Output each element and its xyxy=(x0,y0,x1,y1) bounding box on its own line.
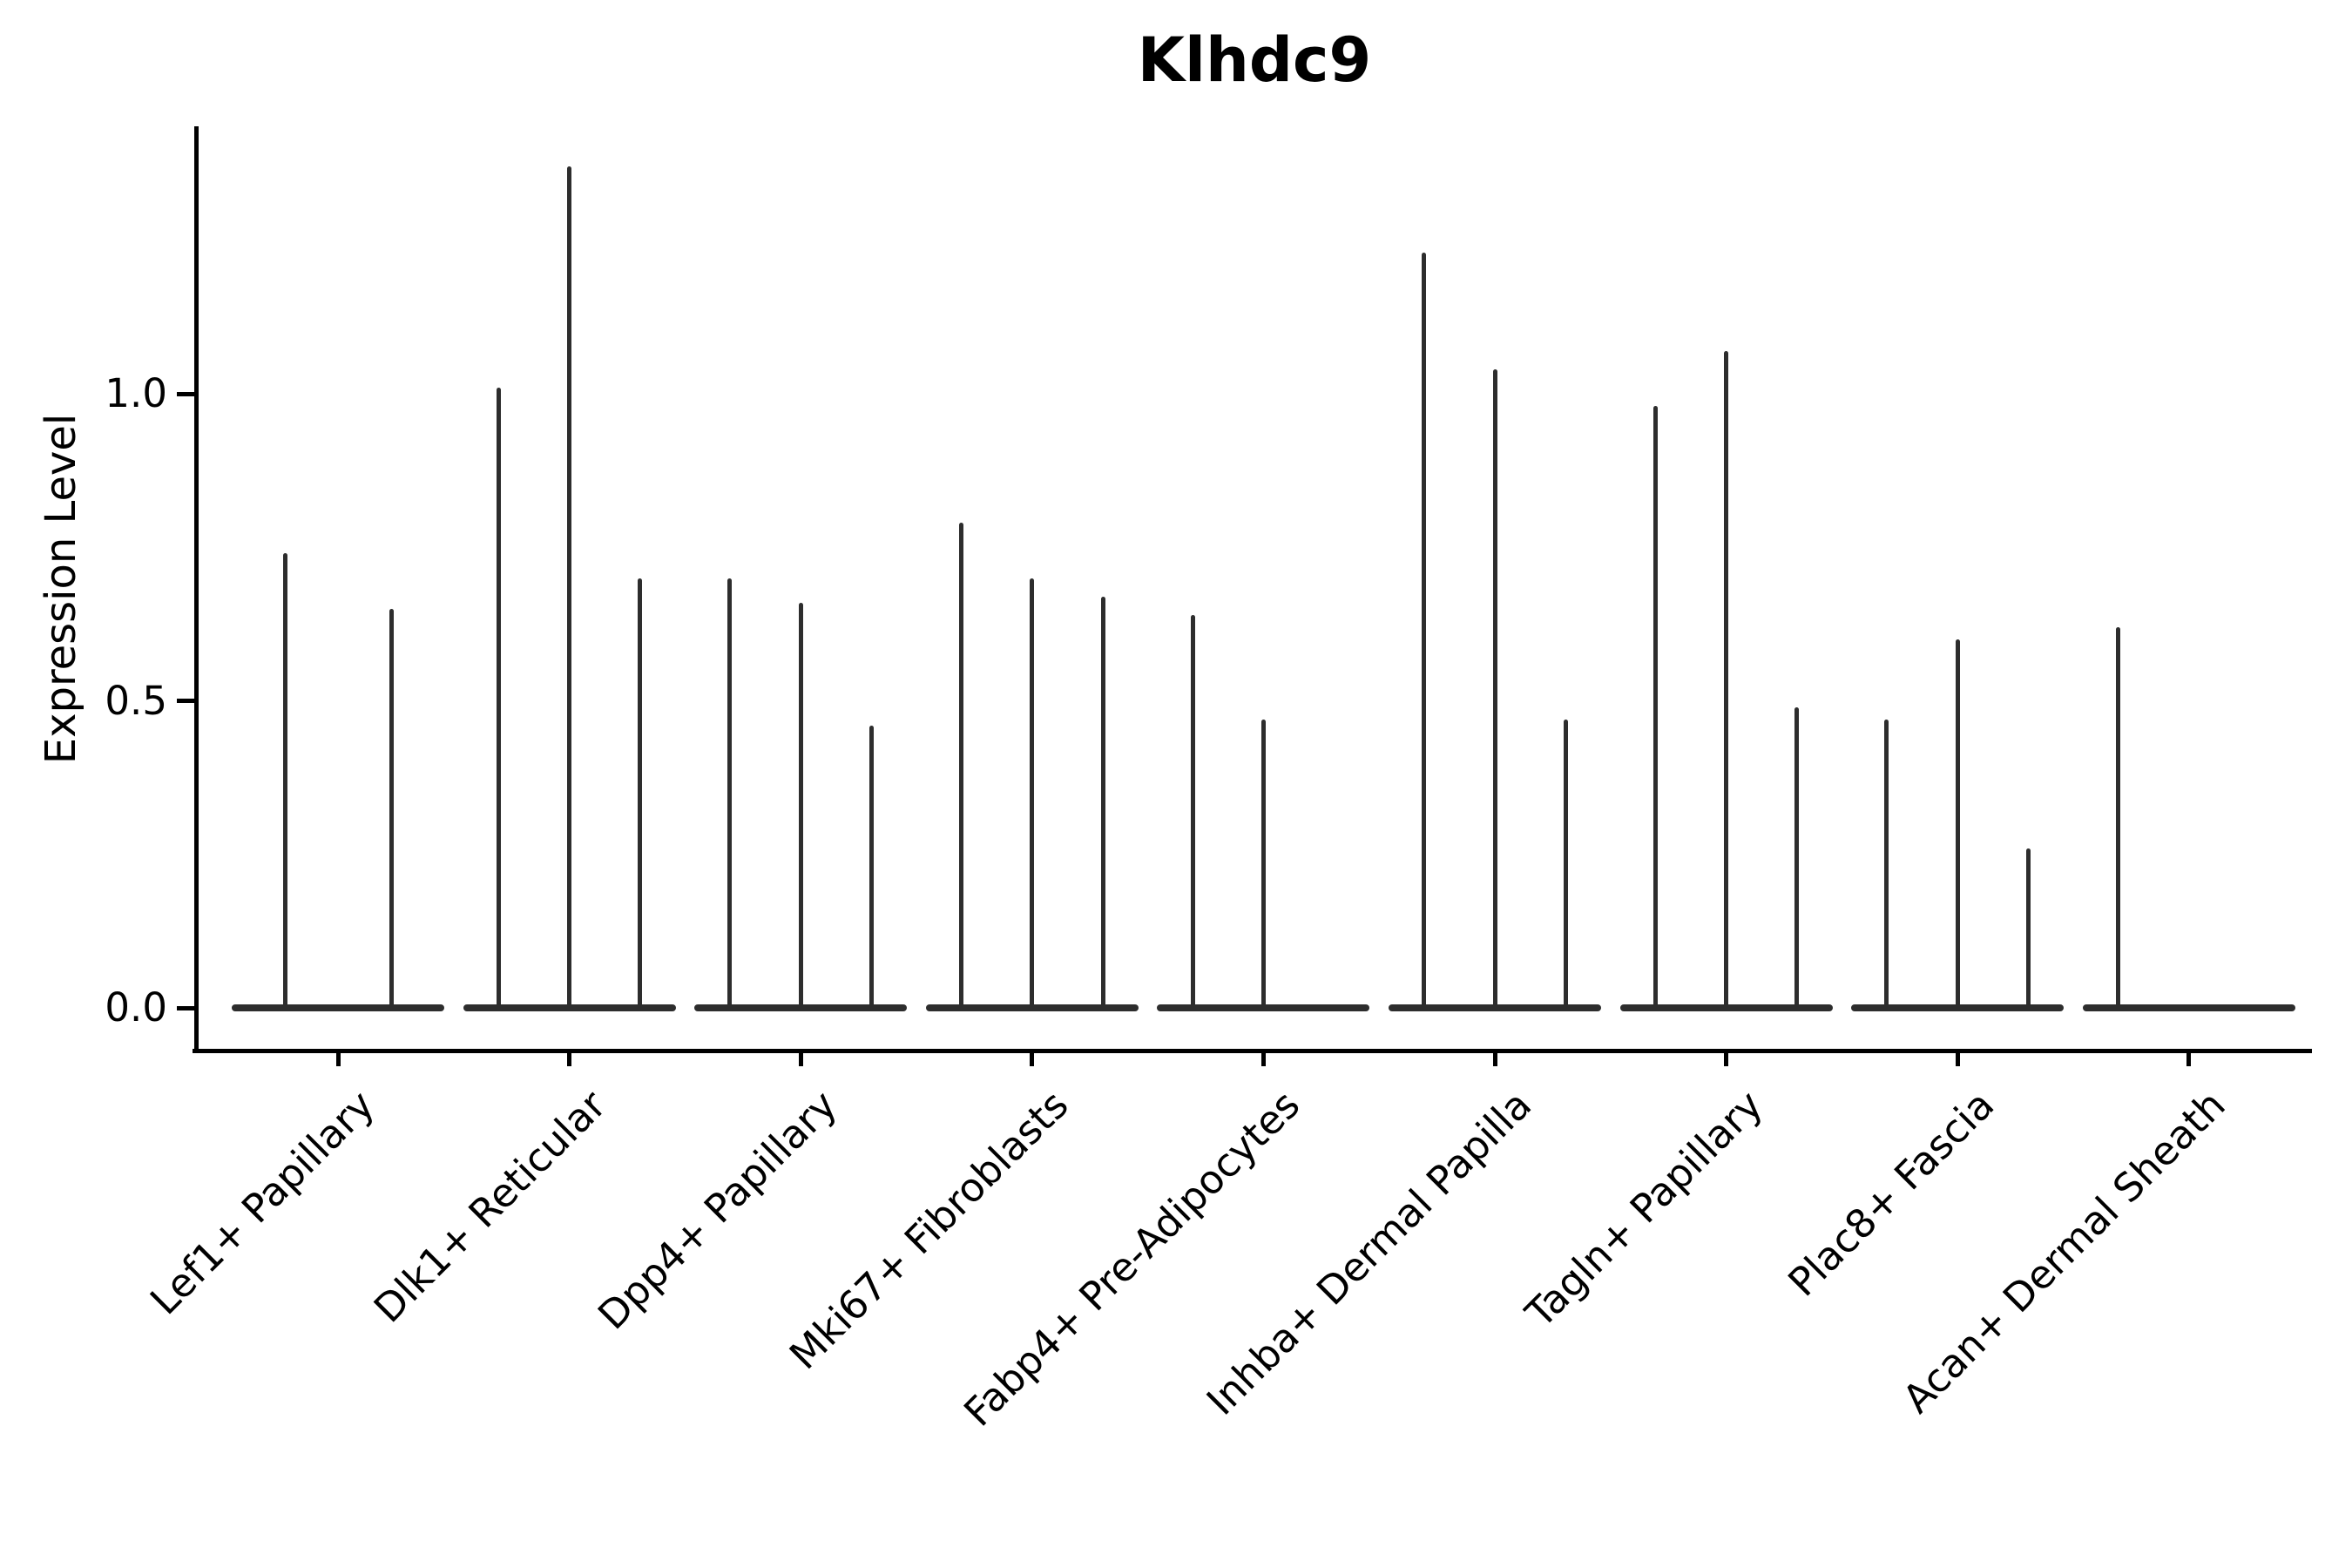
violin-spike xyxy=(1492,368,1497,1008)
x-tick-mark xyxy=(1492,1053,1497,1066)
violin-spike xyxy=(1652,406,1658,1008)
violin-spike xyxy=(1190,614,1195,1008)
violin-body xyxy=(1157,1004,1370,1011)
violin-spike xyxy=(389,608,394,1008)
x-tick-label: Plac8+ Fascia xyxy=(1779,1081,2004,1306)
violin-spike xyxy=(638,578,643,1008)
x-tick-mark xyxy=(1955,1053,1960,1066)
x-tick-mark xyxy=(2186,1053,2192,1066)
violin-body xyxy=(925,1004,1139,1011)
violin-spike xyxy=(1260,719,1266,1008)
violin-spike xyxy=(1563,719,1568,1008)
violin-body xyxy=(1619,1004,1833,1011)
violin-body xyxy=(1389,1004,1601,1011)
violin-body xyxy=(1851,1004,2065,1011)
violin-spike xyxy=(727,578,733,1008)
violin-spike xyxy=(1884,719,1889,1008)
y-tick-mark xyxy=(177,699,194,703)
x-tick-mark xyxy=(1724,1053,1729,1066)
violin-spike xyxy=(496,387,501,1008)
violin-spike xyxy=(2026,848,2031,1008)
y-tick-mark xyxy=(177,1005,194,1010)
violin-spike xyxy=(869,725,875,1008)
x-axis-spine xyxy=(193,1049,2312,1053)
y-tick-label: 1.0 xyxy=(105,370,167,416)
y-tick-label: 0.5 xyxy=(105,677,167,724)
violin-spike xyxy=(1955,639,1960,1008)
violin-spike xyxy=(567,166,572,1008)
x-tick-mark xyxy=(1030,1053,1035,1066)
y-tick-mark xyxy=(177,391,194,396)
violin-spike xyxy=(1030,578,1035,1008)
y-tick-label: 0.0 xyxy=(105,984,167,1031)
violin-body xyxy=(2082,1004,2295,1011)
violin-spike xyxy=(282,553,287,1008)
x-tick-label: Lef1+ Papillary xyxy=(141,1081,384,1324)
violin-spike xyxy=(1794,706,1800,1008)
violin-spike xyxy=(798,602,803,1008)
y-axis-spine xyxy=(194,126,199,1053)
x-tick-mark xyxy=(798,1053,803,1066)
violin-spike xyxy=(2115,626,2120,1008)
violin-body xyxy=(463,1004,676,1011)
violin-spike xyxy=(958,523,963,1008)
x-tick-label: Dlk1+ Reticular xyxy=(364,1081,615,1332)
x-tick-mark xyxy=(1260,1053,1266,1066)
x-tick-label: Dpp4+ Papillary xyxy=(589,1081,847,1339)
x-tick-mark xyxy=(335,1053,341,1066)
violin-spike xyxy=(1724,350,1729,1008)
x-tick-mark xyxy=(567,1053,572,1066)
violin-body xyxy=(694,1004,908,1011)
chart-title: Klhdc9 xyxy=(1137,24,1372,96)
x-tick-label: Tagln+ Papillary xyxy=(1517,1081,1772,1337)
violin-spike xyxy=(1422,252,1427,1008)
violin-body xyxy=(232,1004,444,1011)
violin-spike xyxy=(1100,596,1105,1008)
